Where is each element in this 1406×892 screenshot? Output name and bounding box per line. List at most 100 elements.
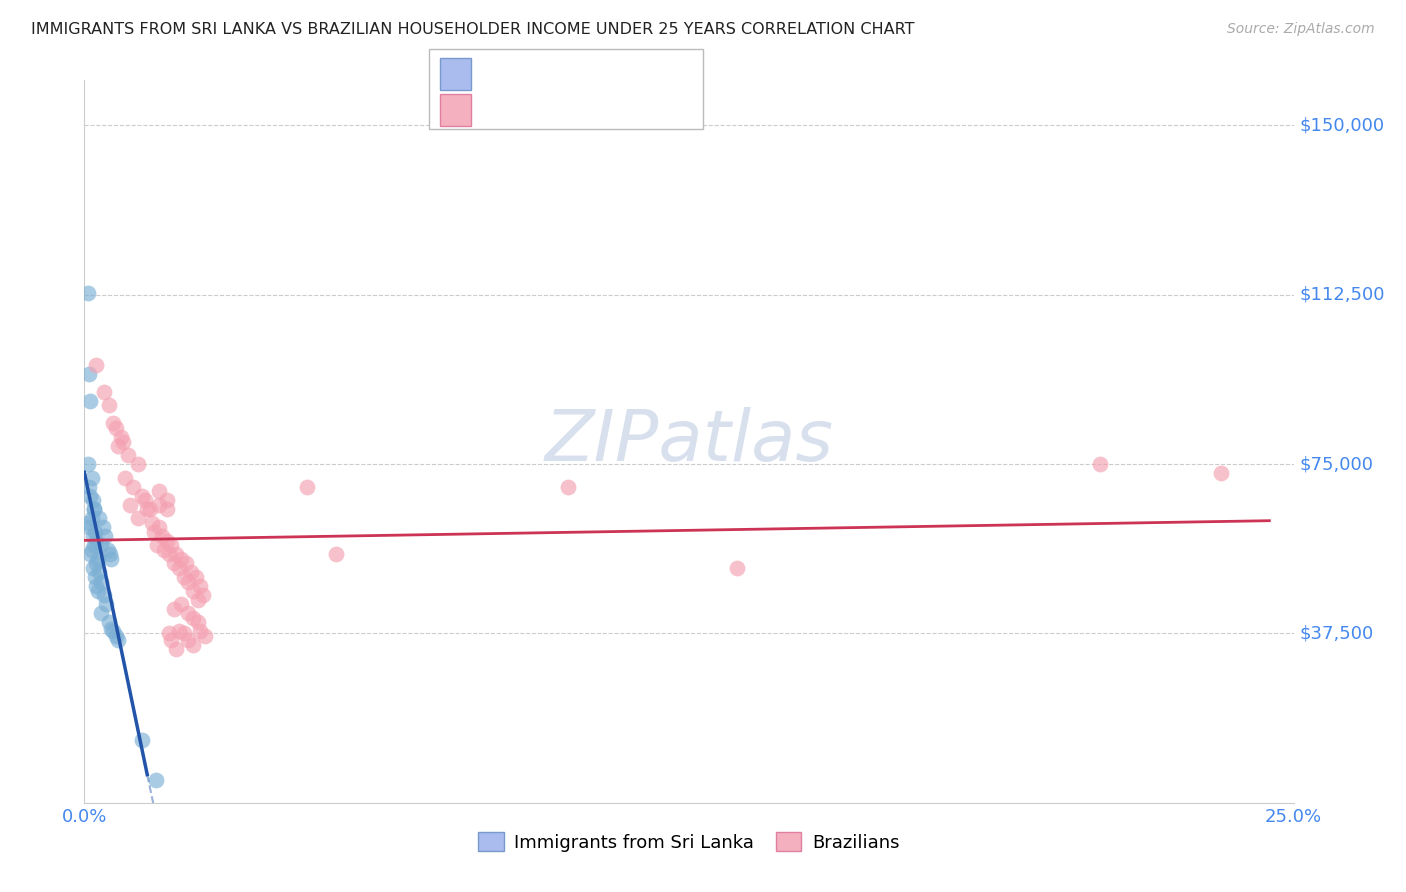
Point	[557, 480, 579, 494]
Point	[86, 358, 108, 372]
Point	[79, 393, 101, 408]
Point	[86, 533, 108, 548]
Point	[94, 597, 117, 611]
Point	[134, 493, 156, 508]
Point	[93, 529, 115, 543]
Point	[77, 285, 100, 300]
Point	[90, 538, 112, 552]
Point	[100, 622, 122, 636]
Point	[87, 583, 110, 598]
Point	[325, 548, 347, 562]
Point	[77, 457, 100, 471]
Point	[157, 548, 180, 562]
Point	[104, 629, 127, 643]
Point	[84, 570, 107, 584]
Text: ZIPatlas: ZIPatlas	[544, 407, 834, 476]
Point	[90, 574, 112, 589]
Point	[79, 548, 101, 562]
Point	[97, 615, 120, 630]
Point	[181, 638, 204, 652]
Text: $37,500: $37,500	[1299, 624, 1374, 642]
Point	[138, 502, 160, 516]
Point	[136, 502, 159, 516]
Text: $150,000: $150,000	[1299, 117, 1385, 135]
Point	[1209, 466, 1232, 480]
Point	[80, 470, 103, 484]
Point	[82, 561, 104, 575]
Point	[155, 533, 177, 548]
Point	[103, 624, 125, 639]
Point	[117, 448, 139, 462]
Legend: Immigrants from Sri Lanka, Brazilians: Immigrants from Sri Lanka, Brazilians	[471, 825, 907, 859]
Point	[150, 529, 173, 543]
Text: R =  0.173    N = 64: R = 0.173 N = 64	[485, 101, 695, 119]
Point	[146, 538, 169, 552]
Point	[181, 583, 204, 598]
Point	[190, 579, 212, 593]
Point	[82, 493, 104, 508]
Point	[87, 511, 110, 525]
Point	[167, 624, 190, 639]
Point	[127, 511, 149, 525]
Point	[97, 542, 120, 557]
Point	[131, 732, 153, 747]
Point	[77, 367, 100, 381]
Point	[127, 457, 149, 471]
Point	[82, 529, 104, 543]
Point	[87, 552, 110, 566]
Point	[177, 574, 200, 589]
Point	[194, 629, 217, 643]
Point	[120, 498, 142, 512]
Point	[174, 557, 197, 571]
Point	[77, 480, 100, 494]
Point	[83, 502, 105, 516]
Point	[107, 633, 129, 648]
Point	[86, 557, 108, 571]
Point	[170, 597, 193, 611]
Point	[110, 430, 132, 444]
Point	[184, 570, 207, 584]
Point	[155, 493, 177, 508]
Point	[80, 511, 103, 525]
Point	[177, 606, 200, 620]
Point	[84, 524, 107, 539]
Point	[97, 398, 120, 412]
Point	[160, 538, 183, 552]
Point	[91, 520, 114, 534]
Point	[100, 552, 122, 566]
Text: $75,000: $75,000	[1299, 455, 1374, 473]
Point	[165, 548, 187, 562]
Point	[77, 520, 100, 534]
Point	[148, 498, 170, 512]
Point	[148, 520, 170, 534]
Point	[170, 552, 193, 566]
Point	[83, 538, 105, 552]
Point	[145, 773, 167, 788]
Point	[93, 588, 115, 602]
Point	[295, 480, 318, 494]
Point	[131, 489, 153, 503]
Point	[155, 502, 177, 516]
Point	[93, 384, 115, 399]
Point	[77, 516, 100, 530]
Point	[180, 566, 202, 580]
Point	[98, 548, 121, 562]
Text: Source: ZipAtlas.com: Source: ZipAtlas.com	[1227, 22, 1375, 37]
Point	[173, 570, 195, 584]
Point	[187, 592, 209, 607]
Point	[83, 502, 105, 516]
Point	[165, 642, 187, 657]
Point	[107, 439, 129, 453]
Point	[141, 516, 163, 530]
Text: R = -0.471    N = 44: R = -0.471 N = 44	[485, 65, 695, 83]
Point	[187, 615, 209, 630]
Point	[1088, 457, 1111, 471]
Point	[114, 470, 136, 484]
Point	[90, 606, 112, 620]
Point	[160, 633, 183, 648]
Point	[86, 579, 108, 593]
Point	[173, 626, 195, 640]
Point	[725, 561, 748, 575]
Text: $112,500: $112,500	[1299, 285, 1385, 304]
Point	[143, 524, 166, 539]
